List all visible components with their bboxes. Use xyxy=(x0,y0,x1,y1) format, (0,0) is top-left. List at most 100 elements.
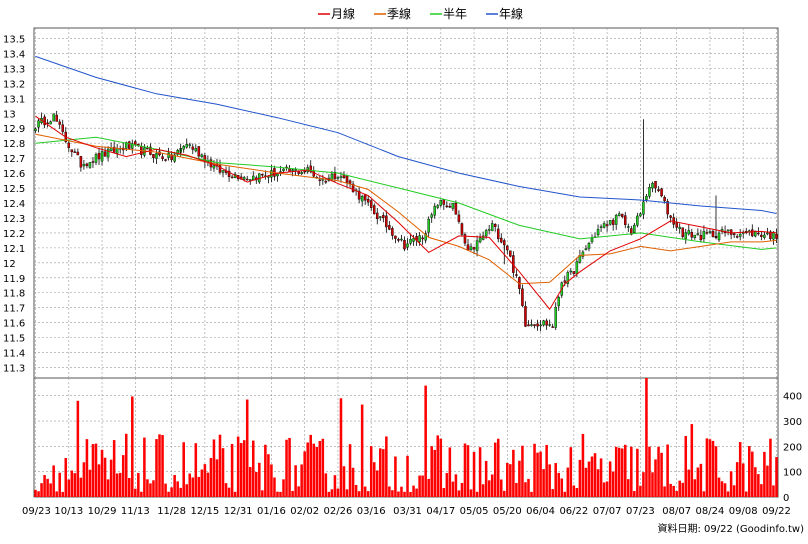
volume-bar xyxy=(409,491,412,497)
candle-body xyxy=(472,247,476,250)
volume-bar xyxy=(744,491,748,497)
volume-bar xyxy=(164,483,167,497)
candle-body xyxy=(276,173,279,177)
volume-bar xyxy=(161,435,164,497)
volume-bar xyxy=(267,454,270,497)
volume-bar xyxy=(339,398,343,497)
x-tick-label: 02/26 xyxy=(324,506,353,517)
y-tick-label: 11.6 xyxy=(3,319,25,330)
volume-bar xyxy=(158,434,161,497)
candle-body xyxy=(493,224,497,227)
candle-body xyxy=(303,170,306,173)
candle-body xyxy=(678,226,681,229)
volume-bar xyxy=(711,440,715,497)
candle-body xyxy=(584,248,588,251)
volume-bar xyxy=(43,475,46,497)
volume-bar xyxy=(563,491,567,497)
volume-bar xyxy=(775,457,778,497)
volume-bar xyxy=(276,491,279,497)
volume-bar xyxy=(515,482,518,497)
candle-body xyxy=(131,143,134,149)
volume-bar xyxy=(735,462,739,497)
volume-bar xyxy=(73,473,77,497)
candle-body xyxy=(569,270,573,273)
candle-body xyxy=(79,156,83,168)
candle-body xyxy=(751,229,754,237)
volume-bar xyxy=(614,446,618,497)
candle-body xyxy=(533,324,536,326)
x-tick-label: 11/28 xyxy=(157,506,186,517)
candle-body xyxy=(457,214,461,222)
volume-bar xyxy=(439,438,443,497)
candle-body xyxy=(73,151,77,153)
volume-bar xyxy=(729,471,733,497)
candle-body xyxy=(82,164,86,167)
candle-body xyxy=(267,176,270,178)
legend-label: 月線 xyxy=(331,6,355,21)
legend-label: 半年 xyxy=(443,7,467,21)
candle-body xyxy=(161,156,164,159)
volume-bar xyxy=(218,434,222,497)
candle-body xyxy=(481,235,485,240)
volume-bar xyxy=(536,452,539,497)
volume-bar xyxy=(714,446,718,497)
candle-body xyxy=(300,172,303,175)
volume-bar xyxy=(327,491,331,497)
volume-bar xyxy=(760,484,763,497)
candle-body xyxy=(633,224,636,233)
candle-body xyxy=(575,261,579,274)
candle-body xyxy=(43,116,46,126)
volume-bar xyxy=(545,444,548,497)
candle-body xyxy=(657,189,660,192)
y-tick-label: 13.4 xyxy=(3,49,25,60)
candle-body xyxy=(88,162,92,168)
volume-bar xyxy=(221,448,225,497)
volume-bar xyxy=(351,467,355,497)
candle-body xyxy=(409,239,412,244)
volume-bar xyxy=(584,467,588,497)
candle-body xyxy=(155,153,158,159)
volume-bar xyxy=(137,472,140,497)
candle-body xyxy=(324,180,328,183)
ma-line xyxy=(35,115,777,311)
candle-body xyxy=(252,175,255,181)
candle-body xyxy=(445,205,449,208)
candle-body xyxy=(439,199,443,206)
volume-bar xyxy=(258,462,261,497)
volume-bar xyxy=(285,439,288,497)
volume-bar xyxy=(288,437,291,497)
volume-bar xyxy=(176,481,179,497)
volume-bar xyxy=(261,490,264,497)
y-tick-label: 12.1 xyxy=(3,244,25,255)
volume-bar xyxy=(608,461,612,497)
volume-bar xyxy=(248,467,252,497)
legend-label: 年線 xyxy=(499,6,523,21)
volume-bar xyxy=(636,448,639,497)
candle-body xyxy=(524,306,527,327)
volume-bar xyxy=(112,440,116,497)
x-tick-label: 10/13 xyxy=(54,506,83,517)
candle-body xyxy=(509,250,512,257)
candle-body xyxy=(294,169,297,171)
volume-bar xyxy=(49,483,52,497)
volume-bar xyxy=(448,447,452,497)
volume-bar xyxy=(460,482,464,497)
volume-bar xyxy=(106,479,110,497)
volume-bar xyxy=(46,478,49,497)
volume-tick-label: 400 xyxy=(783,392,802,403)
volume-bar xyxy=(412,485,415,497)
candle-body xyxy=(536,323,539,327)
volume-bar xyxy=(620,448,624,497)
volume-bar xyxy=(212,439,216,497)
volume-bar xyxy=(330,489,334,497)
candle-body xyxy=(557,296,560,307)
x-tick-label: 07/07 xyxy=(593,506,622,517)
y-tick-label: 13.3 xyxy=(3,64,25,75)
volume-bar xyxy=(415,488,418,497)
x-tick-label: 08/07 xyxy=(662,506,691,517)
volume-bar xyxy=(469,489,473,497)
candle-body xyxy=(478,237,482,243)
volume-bar xyxy=(318,440,322,497)
volume-bar xyxy=(654,459,657,497)
